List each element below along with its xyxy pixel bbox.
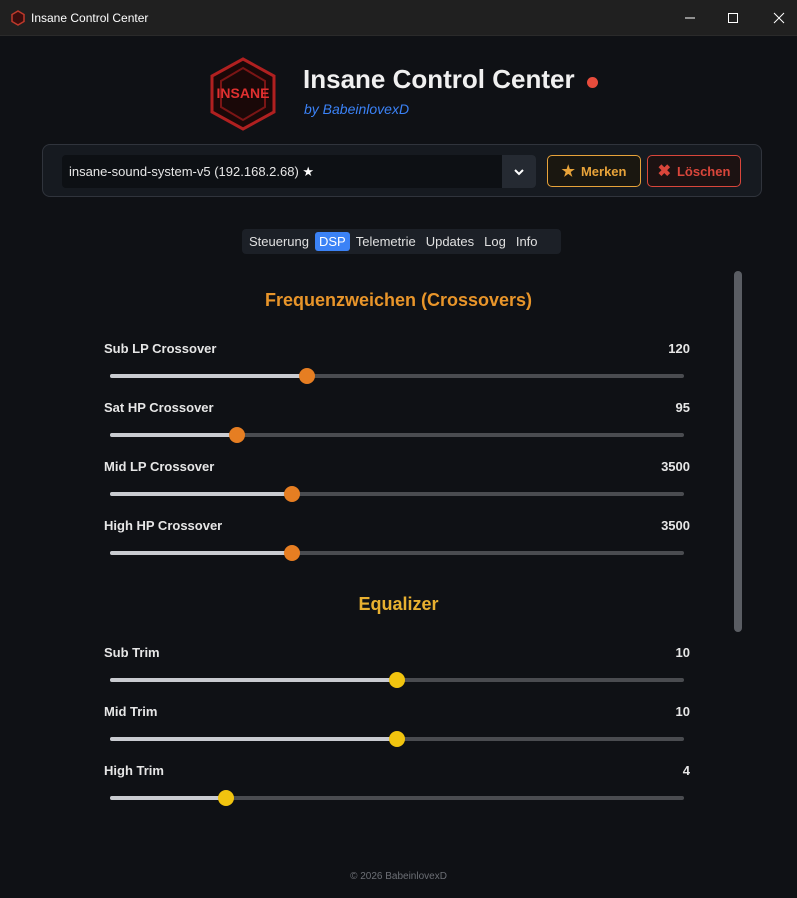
- slider-label: High HP Crossover: [104, 518, 223, 533]
- slider-thumb[interactable]: [389, 731, 405, 747]
- slider-label: High Trim: [104, 763, 164, 778]
- star-icon: ★: [302, 164, 315, 179]
- tab[interactable]: Updates: [425, 234, 475, 249]
- tab-bar: Steuerung DSP Telemetrie Updates Log Inf…: [242, 229, 561, 254]
- slider-track[interactable]: [110, 731, 684, 747]
- slider-thumb[interactable]: [298, 368, 315, 384]
- slider-value: 120: [668, 341, 690, 356]
- slider-value: 4: [682, 763, 690, 778]
- slider-fill: [110, 433, 237, 437]
- slider-value: 10: [675, 704, 690, 719]
- app-subtitle: by BabeinlovexD: [304, 101, 410, 117]
- save-button[interactable]: ★ Merken: [547, 155, 641, 187]
- slider-track[interactable]: [110, 672, 684, 688]
- slider-fill: [110, 492, 292, 496]
- device-select[interactable]: insane-sound-system-v5 (192.168.2.68) ★: [62, 155, 536, 188]
- slider-label: Sat HP Crossover: [104, 400, 214, 415]
- slider-label: Sub Trim: [104, 645, 160, 660]
- section-title: Equalizer: [358, 594, 439, 614]
- slider-fill: [110, 374, 307, 378]
- slider-thumb[interactable]: [228, 427, 245, 443]
- close-button[interactable]: [771, 10, 787, 26]
- title-bar: Insane Control Center: [0, 0, 797, 36]
- tab-active[interactable]: DSP: [315, 232, 350, 251]
- slider-track[interactable]: [110, 545, 684, 561]
- slider-thumb[interactable]: [217, 790, 234, 806]
- logo: INSANE: [210, 57, 276, 131]
- device-label: insane-sound-system-v5 (192.168.2.68): [69, 164, 299, 179]
- star-icon: ★: [561, 163, 575, 180]
- delete-button[interactable]: ✖ Löschen: [647, 155, 741, 187]
- section-title: Frequenzweichen (Crossovers): [264, 290, 533, 310]
- slider-track[interactable]: [110, 368, 684, 384]
- button-label: Merken: [580, 163, 627, 179]
- slider-fill: [110, 737, 397, 741]
- slider-fill: [110, 796, 226, 800]
- slider-fill: [110, 551, 292, 555]
- slider-label: Mid LP Crossover: [104, 459, 215, 474]
- x-icon: ✖: [657, 163, 671, 180]
- tab[interactable]: Info: [515, 234, 538, 249]
- app-title: Insane Control Center: [303, 64, 575, 94]
- slider-value: 3500: [661, 518, 690, 533]
- slider-track[interactable]: [110, 486, 684, 502]
- tab[interactable]: Telemetrie: [355, 234, 416, 249]
- device-name: insane-sound-system-v5 (192.168.2.68) ★: [69, 164, 314, 180]
- minimize-button[interactable]: [682, 10, 698, 26]
- window-title: Insane Control Center: [31, 11, 149, 25]
- maximize-button[interactable]: [725, 10, 741, 26]
- slider-thumb[interactable]: [283, 486, 300, 502]
- slider-fill: [110, 678, 397, 682]
- slider-value: 10: [675, 645, 690, 660]
- slider-label: Sub LP Crossover: [104, 341, 217, 356]
- logo-text: INSANE: [217, 85, 270, 101]
- slider-thumb[interactable]: [283, 545, 300, 561]
- status-dot: [587, 77, 598, 88]
- chevron-icon: [514, 169, 524, 176]
- slider-value: 3500: [661, 459, 690, 474]
- button-label: Löschen: [676, 163, 731, 179]
- slider-value: 95: [675, 400, 690, 415]
- slider-thumb[interactable]: [389, 672, 405, 688]
- app-icon: [11, 10, 25, 26]
- dropdown-button[interactable]: [502, 155, 536, 188]
- slider-track[interactable]: [110, 790, 684, 806]
- footer: © 2026 BabeinlovexD: [350, 871, 447, 882]
- tab[interactable]: Steuerung: [249, 234, 309, 249]
- slider-label: Mid Trim: [104, 704, 158, 719]
- slider-track[interactable]: [110, 427, 684, 443]
- tab[interactable]: Log: [484, 234, 506, 249]
- scrollbar[interactable]: [734, 271, 742, 632]
